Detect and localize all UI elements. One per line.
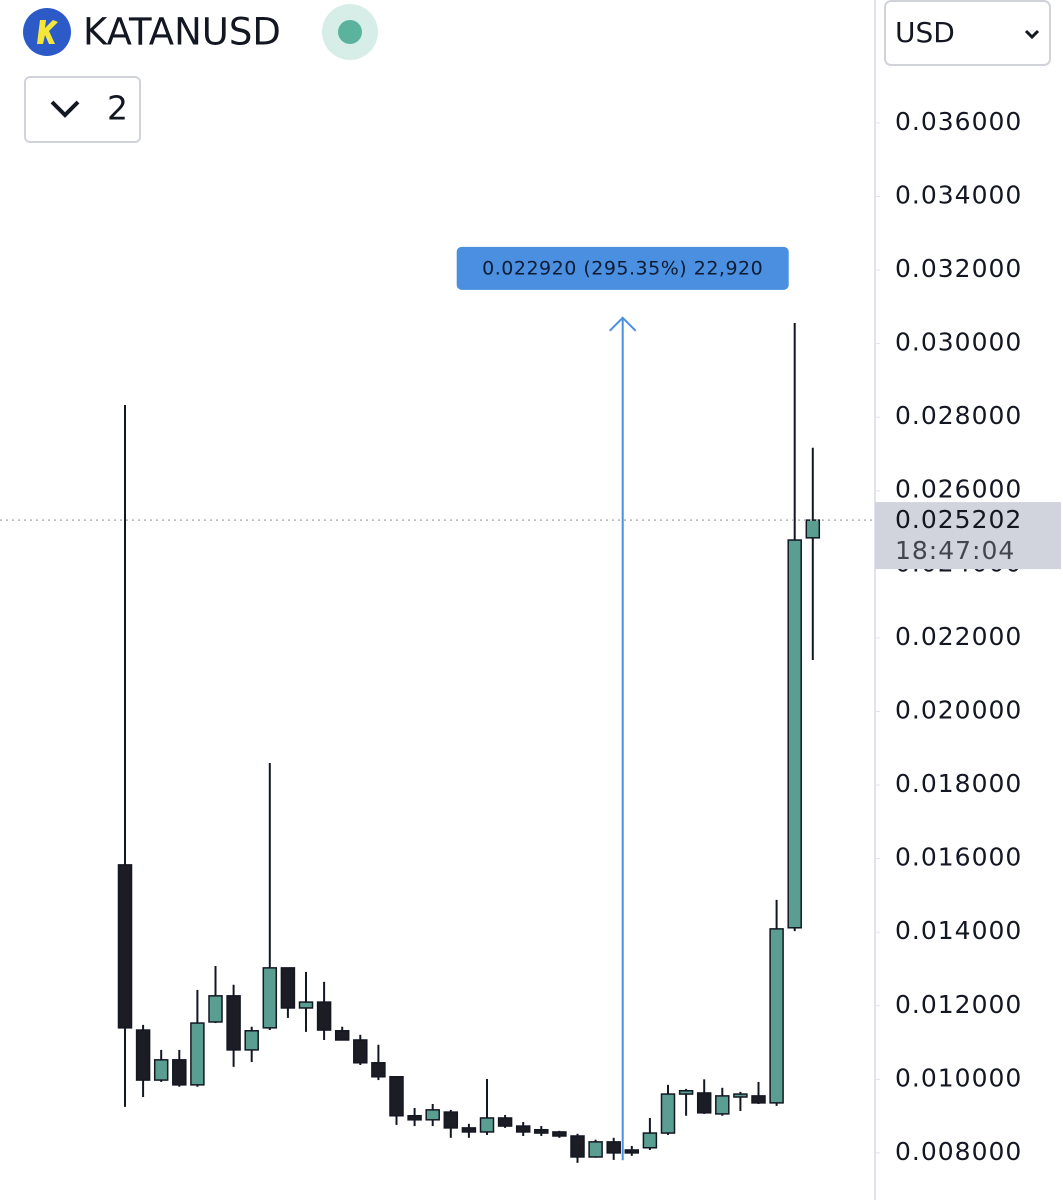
- candle-body: [606, 1141, 621, 1154]
- interval-button[interactable]: [24, 76, 141, 143]
- y-tick-label: 0.030000: [895, 328, 1022, 357]
- candle-body: [153, 1059, 169, 1081]
- measure-arrowhead: [608, 316, 637, 332]
- candle-body: [805, 519, 821, 539]
- symbol: KATANUSD: [83, 11, 281, 54]
- candle-body: [678, 1089, 694, 1095]
- candle-body: [244, 1030, 259, 1051]
- y-tick-label: 0.012000: [895, 990, 1022, 1019]
- measure-box: [456, 246, 789, 290]
- y-tick-label: 0.032000: [895, 254, 1022, 283]
- candle-body: [534, 1128, 549, 1134]
- currency-chevron: [1024, 29, 1040, 40]
- candle-body: [172, 1059, 187, 1086]
- candle-body: [733, 1093, 748, 1098]
- candle-body: [316, 1001, 332, 1031]
- candle-body: [334, 1030, 350, 1041]
- candle-body: [389, 1076, 404, 1117]
- candle-body: [298, 1001, 314, 1009]
- y-tick-label: 0.008000: [895, 1137, 1022, 1166]
- candle-body: [262, 967, 278, 1029]
- price-box: [875, 502, 1061, 570]
- candle-body: [479, 1117, 495, 1133]
- candle-body: [642, 1132, 658, 1149]
- y-tick-label: 0.022000: [895, 622, 1022, 651]
- status-dot: [338, 20, 362, 44]
- candle-body: [660, 1093, 676, 1134]
- candle-body: [226, 995, 241, 1051]
- countdown: 18:47:04: [895, 536, 1015, 565]
- y-tick-label: 0.034000: [895, 180, 1022, 209]
- candle-body: [117, 864, 133, 1029]
- logo-k: [37, 20, 58, 44]
- candle-body: [371, 1062, 386, 1078]
- y-tick-label: 0.010000: [895, 1063, 1022, 1092]
- candle-body: [696, 1092, 712, 1114]
- candle-body: [588, 1141, 603, 1158]
- header: KATANUSD 2: [23, 4, 378, 143]
- candle-body: [570, 1135, 585, 1158]
- price-label: 0.025202: [895, 505, 1022, 534]
- candle-body: [497, 1117, 513, 1127]
- measure-label: 0.022920 (295.35%) 22,920: [482, 257, 763, 279]
- candle-body: [208, 995, 223, 1023]
- y-tick-label: 0.018000: [895, 769, 1022, 798]
- y-tick-label: 0.016000: [895, 843, 1022, 872]
- candle-body: [769, 928, 784, 1104]
- candle-body: [715, 1095, 730, 1115]
- candle-body: [135, 1029, 151, 1081]
- y-tick-label: 0.020000: [895, 695, 1022, 724]
- candle-body: [407, 1115, 422, 1121]
- candle-body: [552, 1131, 567, 1137]
- candle-body: [515, 1125, 531, 1133]
- candle-body: [425, 1109, 440, 1121]
- candle-body: [280, 967, 296, 1009]
- plot: 0.008000 0.010000 0.012000 0.014000 0.016000…: [0, 107, 1061, 1166]
- currency: USD: [895, 16, 955, 49]
- candle-body: [751, 1095, 766, 1104]
- candle-body: [461, 1127, 477, 1133]
- candle-body: [624, 1149, 640, 1154]
- interval: 2: [107, 89, 128, 128]
- candle-body: [787, 539, 802, 929]
- y-tick-label: 0.026000: [895, 475, 1022, 504]
- candle-body: [353, 1039, 368, 1064]
- y-tick-label: 0.036000: [895, 107, 1022, 136]
- y-tick-label: 0.014000: [895, 916, 1022, 945]
- candle-body: [443, 1111, 459, 1129]
- y-tick-label: 0.028000: [895, 401, 1022, 430]
- chevron: [50, 100, 80, 118]
- candle-body: [190, 1022, 205, 1086]
- currency-select[interactable]: [884, 0, 1051, 66]
